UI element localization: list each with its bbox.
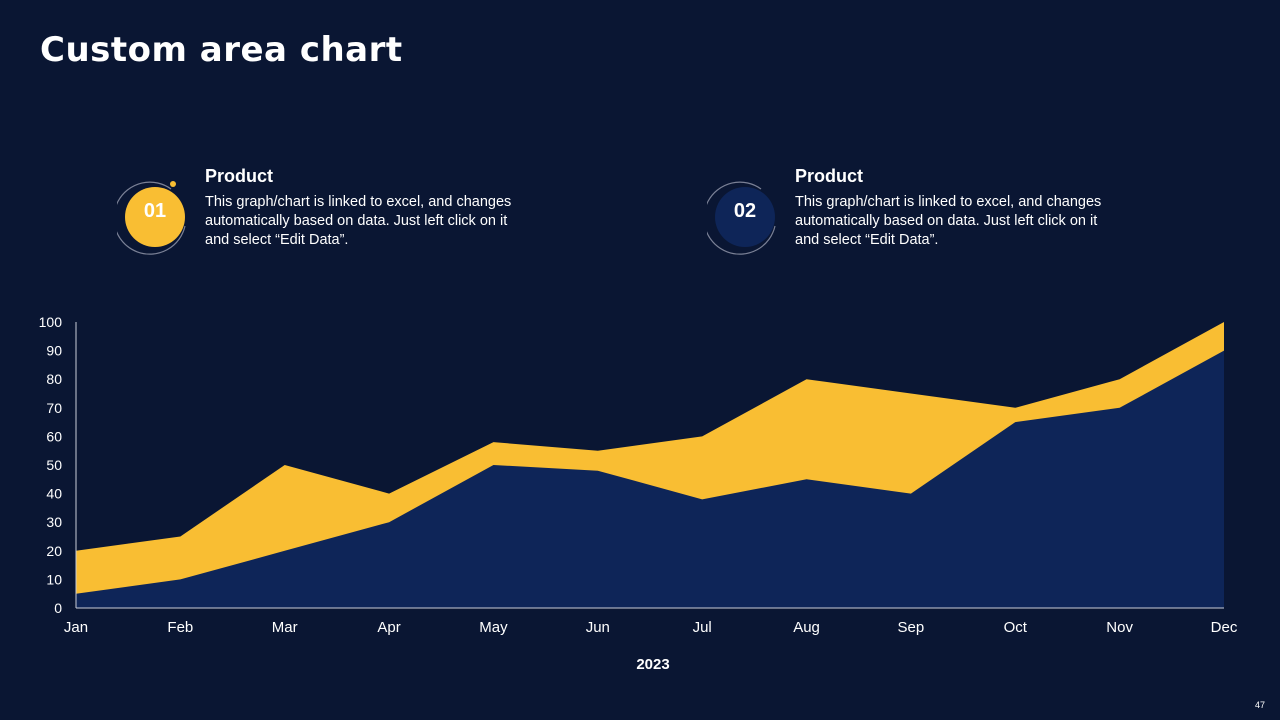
y-tick-label: 70 xyxy=(46,400,62,416)
x-tick-label: Mar xyxy=(272,619,298,636)
x-tick-label: Aug xyxy=(793,619,820,636)
x-tick-label: Apr xyxy=(377,619,400,636)
x-tick-label: Oct xyxy=(1004,619,1028,636)
page-number: 47 xyxy=(1254,700,1265,710)
y-tick-label: 100 xyxy=(39,314,63,330)
y-tick-label: 80 xyxy=(46,371,62,387)
x-tick-label: Jun xyxy=(586,619,610,636)
product-number-1: 01 xyxy=(143,200,167,222)
area-chart: 0 10 20 30 40 50 60 70 80 90 100 Jan Feb Mar Apr May Jun… xyxy=(39,314,1238,673)
product-badge-1: 01 xyxy=(117,178,189,256)
product-heading-2: Product xyxy=(795,166,864,186)
x-tick-label: Dec xyxy=(1211,619,1238,636)
x-tick-label: Feb xyxy=(167,619,193,636)
area-series-2 xyxy=(76,350,1224,608)
y-tick-label: 0 xyxy=(54,600,62,616)
x-tick-label: Jul xyxy=(693,619,712,636)
y-tick-label: 60 xyxy=(46,428,62,444)
y-tick-label: 90 xyxy=(46,343,62,359)
product-number-2: 02 xyxy=(733,200,757,222)
badge-ring-icon xyxy=(707,181,776,255)
x-tick-label: Nov xyxy=(1106,619,1133,636)
slide-title: Custom area chart xyxy=(40,30,403,70)
product-badge-2: 02 xyxy=(707,178,779,256)
y-tick-label: 30 xyxy=(46,514,62,530)
y-tick-label: 10 xyxy=(46,571,62,587)
y-tick-label: 50 xyxy=(46,457,62,473)
y-tick-label: 20 xyxy=(46,543,62,559)
x-tick-label: May xyxy=(479,619,508,636)
badge-ring-icon xyxy=(117,181,186,255)
x-tick-label: Sep xyxy=(898,619,925,636)
product-card-2: 02 Product This graph/chart is linked to… xyxy=(707,166,1127,266)
product-description-1: This graph/chart is linked to excel, and… xyxy=(205,194,512,248)
product-description-2: This graph/chart is linked to excel, and… xyxy=(795,194,1102,248)
product-heading-1: Product xyxy=(205,166,274,186)
x-axis-title: 2023 xyxy=(636,656,669,673)
y-tick-label: 40 xyxy=(46,486,62,502)
x-tick-label: Jan xyxy=(64,619,88,636)
product-card-1: 01 Product This graph/chart is linked to… xyxy=(117,166,537,266)
